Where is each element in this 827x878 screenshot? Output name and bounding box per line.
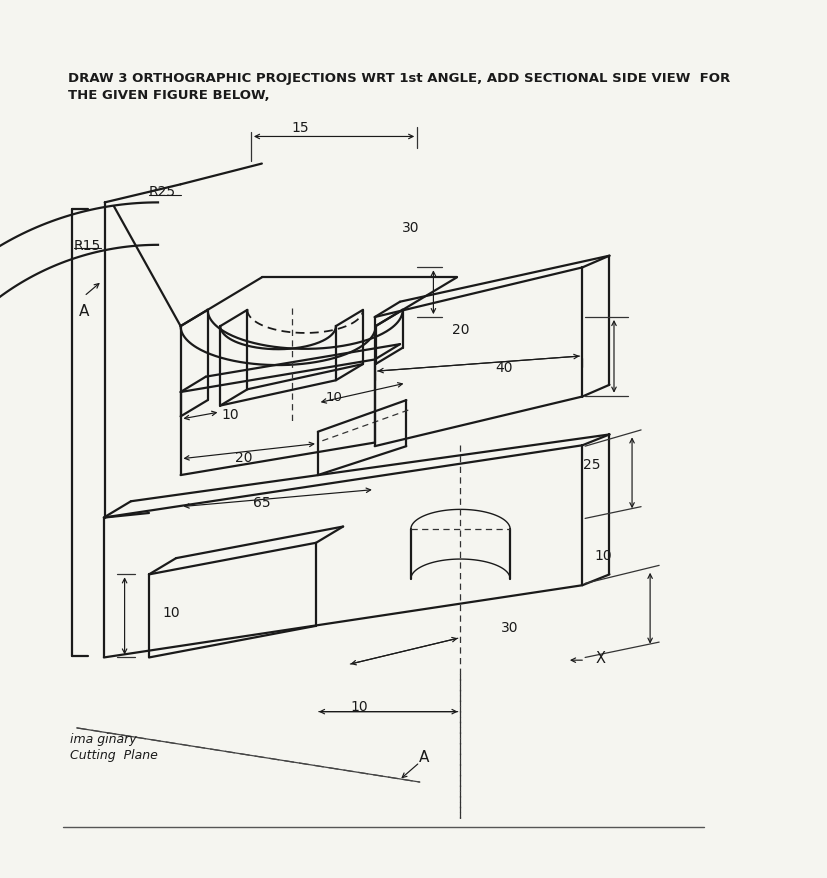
- Text: 20: 20: [452, 322, 469, 336]
- Text: R25: R25: [149, 184, 176, 198]
- Text: DRAW 3 ORTHOGRAPHIC PROJECTIONS WRT 1st ANGLE, ADD SECTIONAL SIDE VIEW  FOR: DRAW 3 ORTHOGRAPHIC PROJECTIONS WRT 1st …: [68, 72, 729, 85]
- Text: A: A: [418, 750, 429, 765]
- Text: 30: 30: [501, 620, 519, 634]
- Text: 65: 65: [253, 495, 270, 509]
- Text: 25: 25: [582, 457, 600, 471]
- Text: 10: 10: [163, 606, 180, 620]
- Text: 10: 10: [221, 407, 239, 421]
- Text: 15: 15: [290, 121, 308, 135]
- Text: A: A: [79, 304, 89, 319]
- Text: R15: R15: [74, 239, 101, 253]
- Text: 30: 30: [402, 220, 419, 234]
- Text: 10: 10: [325, 391, 342, 404]
- Text: 10: 10: [594, 548, 611, 562]
- Text: X: X: [595, 651, 605, 666]
- Text: 10: 10: [350, 700, 368, 714]
- Text: ima ginary: ima ginary: [70, 732, 137, 745]
- Text: 40: 40: [495, 360, 512, 374]
- Text: 20: 20: [235, 450, 252, 464]
- Text: THE GIVEN FIGURE BELOW,: THE GIVEN FIGURE BELOW,: [68, 89, 269, 102]
- Text: Cutting  Plane: Cutting Plane: [70, 749, 158, 761]
